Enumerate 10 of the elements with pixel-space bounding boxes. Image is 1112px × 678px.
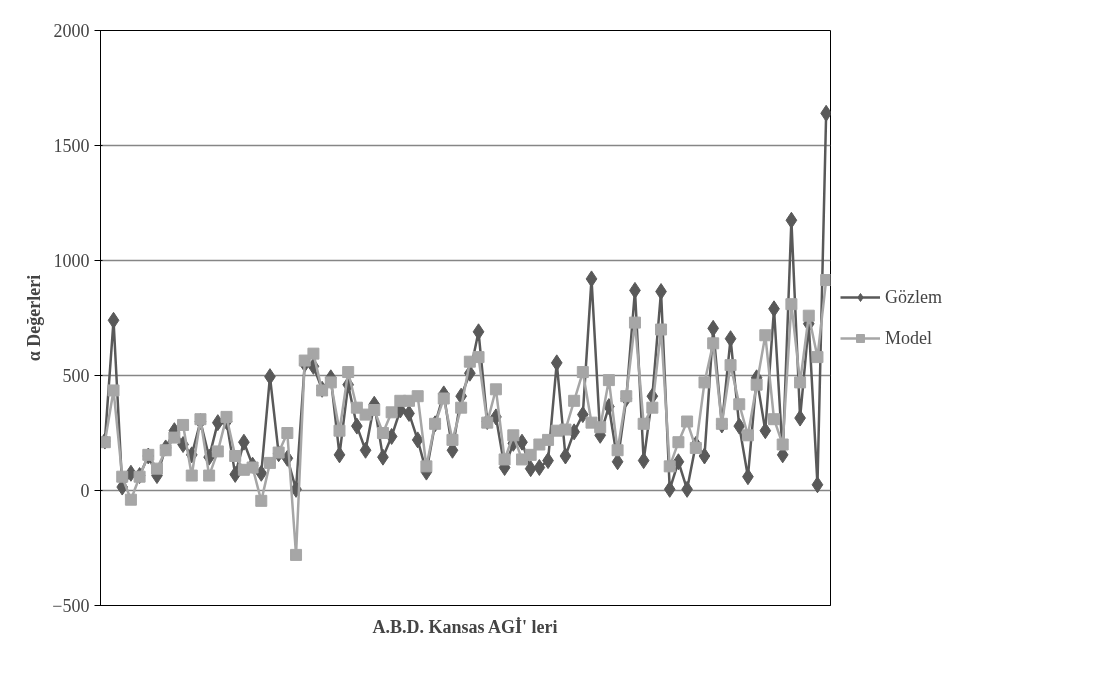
legend-label: Gözlem [885, 286, 942, 308]
y-tick-label: 0 [80, 481, 90, 501]
y-axis-title: α Değerleri [24, 274, 45, 362]
y-tick-label: 1000 [53, 251, 90, 271]
y-tick-label: 2000 [53, 21, 90, 41]
y-tick-label: 500 [62, 366, 90, 386]
legend-label: Model [885, 327, 932, 349]
y-tick-label: 1500 [53, 136, 90, 156]
x-axis-title: A.B.D. Kansas AGİ' leri [372, 616, 558, 637]
y-tick-label: −500 [52, 596, 90, 616]
